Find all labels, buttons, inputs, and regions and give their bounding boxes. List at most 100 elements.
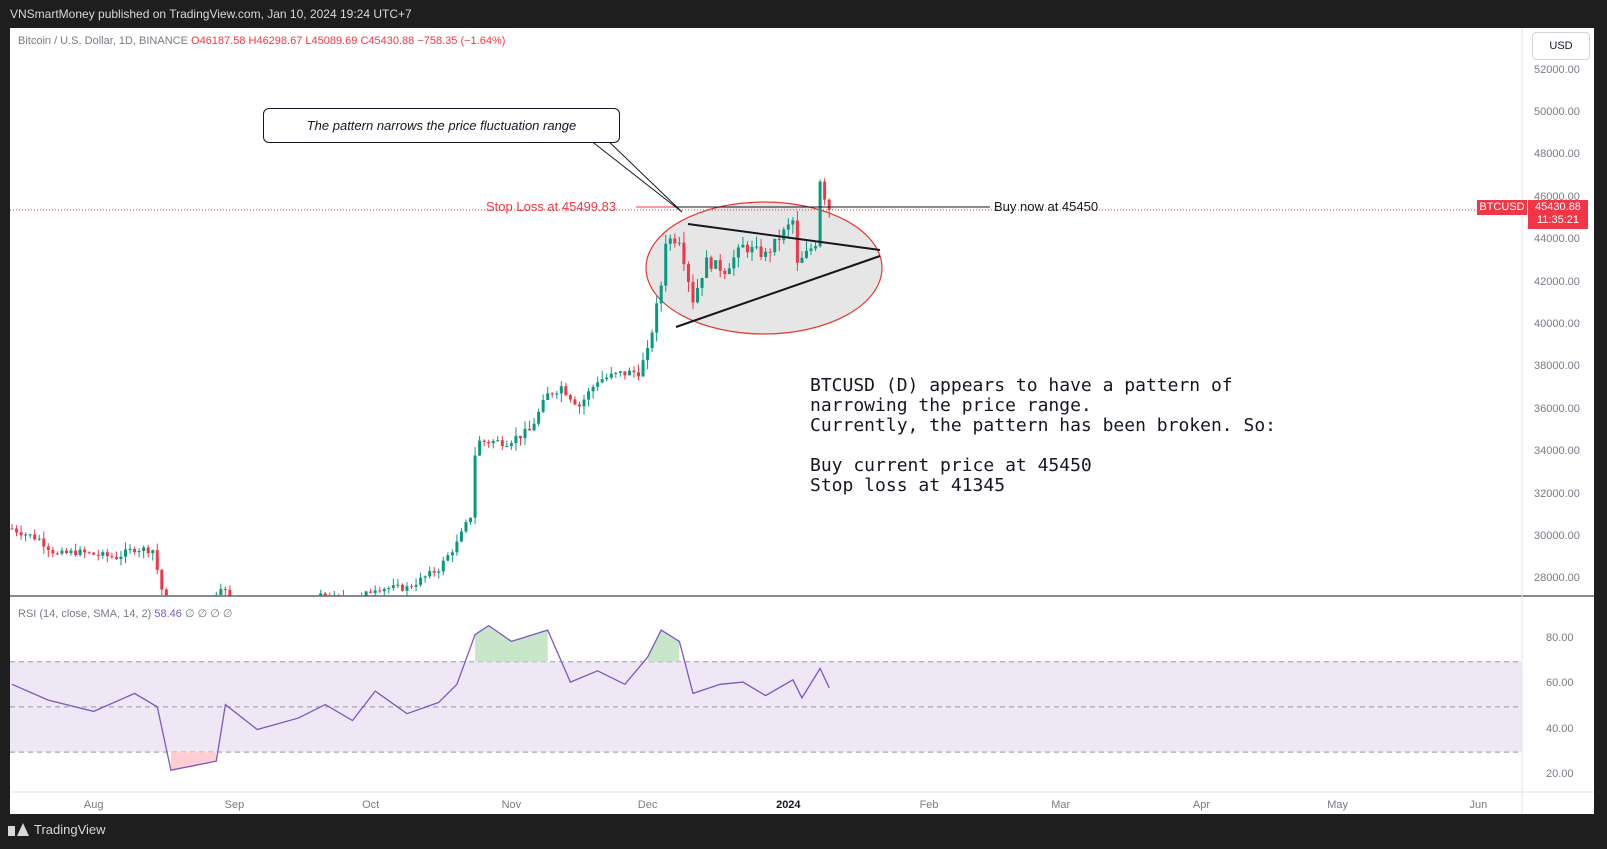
candle-body [582, 399, 586, 407]
candle-body [110, 556, 114, 558]
price-tick-label: 28000.00 [1534, 572, 1580, 585]
price-tick-label: 36000.00 [1534, 402, 1580, 415]
candle-body [655, 303, 659, 333]
candle-body [432, 571, 436, 573]
candle-body [691, 281, 695, 303]
candle-body [632, 370, 636, 373]
candle-body [546, 393, 550, 400]
candle-body [823, 181, 827, 200]
candle-body [319, 593, 323, 596]
candle-body [469, 517, 473, 523]
candle-body [786, 224, 790, 230]
symbol-title: Bitcoin / U.S. Dollar, 1D, BINANCE [18, 35, 188, 47]
currency-button[interactable]: USD [1532, 32, 1590, 60]
price-tick-label: 50000.00 [1534, 106, 1580, 118]
candle-body [142, 547, 146, 552]
candle-body [759, 246, 763, 257]
buy-now-label[interactable]: Buy now at 45450 [994, 199, 1099, 214]
rsi-fills [170, 625, 680, 771]
analysis-note[interactable]: BTCUSD (D) appears to have a pattern of … [810, 375, 1276, 496]
candle-body [686, 264, 690, 282]
time-tick-label: May [1327, 799, 1349, 811]
candle-body [637, 372, 641, 377]
candle-body [441, 560, 445, 572]
bottom-bar: TradingView [0, 815, 1607, 849]
time-tick-label: Feb [919, 799, 939, 811]
candle-body [219, 589, 223, 595]
candle-body [269, 625, 272, 626]
candle-body [500, 440, 504, 446]
candle-body [278, 621, 281, 623]
candle-body [487, 441, 491, 444]
candle-body [114, 556, 118, 560]
rsi-legend[interactable]: RSI (14, close, SMA, 14, 2) 58.46 ∅ ∅ ∅ … [18, 607, 232, 620]
candle-body [92, 552, 96, 555]
last-price-tag: 45430.88 11:35:21 [1528, 200, 1588, 229]
publisher-line: VNSmartMoney published on TradingView.co… [10, 7, 412, 21]
candle-body [714, 260, 718, 269]
candle-body [306, 603, 309, 613]
candle-body [419, 577, 423, 585]
candle-body [396, 584, 400, 586]
candle-body [482, 440, 486, 442]
symbol-legend[interactable]: Bitcoin / U.S. Dollar, 1D, BINANCE O4618… [18, 35, 505, 47]
time-tick-label: Jun [1469, 799, 1488, 811]
candle-body [274, 623, 277, 626]
candle-body [745, 244, 749, 253]
candle-body [782, 229, 786, 241]
candle-body [24, 534, 28, 536]
candle-body [19, 532, 23, 536]
candle-body [137, 551, 141, 553]
candle-body [297, 614, 300, 615]
candle-body [804, 250, 808, 258]
candle-body [287, 620, 290, 624]
candle-body [378, 590, 382, 592]
candle-body [232, 595, 236, 596]
candle-body [332, 595, 336, 596]
candle-body [478, 440, 482, 456]
rsi-overbought-fill [647, 630, 680, 662]
candle-body [682, 242, 686, 265]
candle-body [609, 373, 613, 378]
candle-body [301, 613, 304, 614]
candle-body [591, 386, 595, 392]
price-tick-label: 46000.00 [1534, 190, 1580, 203]
candle-body [146, 547, 150, 554]
candle-body [600, 379, 604, 383]
candle-body [550, 393, 554, 395]
pattern-callout[interactable]: The pattern narrows the price fluctuatio… [263, 108, 620, 143]
candle-body [464, 522, 468, 532]
candle-body [496, 440, 500, 442]
candle-body [328, 598, 331, 600]
candle-body [809, 248, 813, 251]
candle-body [37, 538, 41, 540]
candle-body [160, 569, 164, 590]
candle-body [247, 616, 250, 621]
candle-body [33, 534, 37, 540]
candle-body [650, 332, 654, 349]
rsi-legend-label: RSI (14, close, SMA, 14, 2) [18, 608, 152, 620]
candle-body [83, 549, 87, 553]
candle-body [491, 440, 495, 444]
candle-body [214, 594, 218, 596]
candle-body [450, 552, 454, 556]
candle-body [614, 372, 618, 374]
candle-body [827, 199, 831, 210]
candle-body [55, 553, 59, 555]
candle-body [777, 238, 781, 241]
time-tick-label: 2024 [776, 799, 801, 811]
candle-body [705, 257, 709, 278]
tradingview-logo[interactable]: TradingView [8, 822, 106, 837]
candle-body [755, 246, 759, 248]
candle-body [773, 238, 777, 253]
candle-body [51, 549, 55, 554]
pattern-ellipse [645, 201, 883, 335]
candle-body [587, 391, 591, 400]
candle-body [623, 371, 627, 376]
candle-body [151, 550, 155, 554]
candle-body [342, 596, 345, 599]
candle-body [709, 257, 713, 269]
stop-loss-label[interactable]: Stop Loss at 45499.83 [486, 199, 617, 214]
candle-body [310, 602, 313, 603]
